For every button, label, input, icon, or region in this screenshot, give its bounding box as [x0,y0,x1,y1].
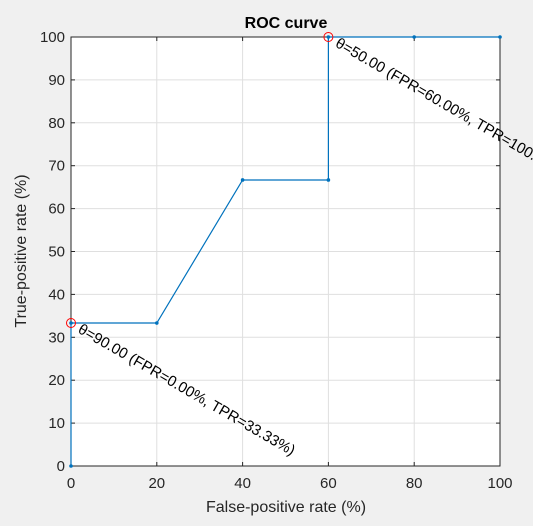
roc-point [327,35,331,39]
roc-point [327,178,331,182]
y-tick-label: 60 [48,201,65,218]
y-tick-label: 10 [48,415,65,432]
x-tick-label: 100 [487,475,512,492]
roc-point [69,464,73,468]
roc-point [498,35,502,39]
x-tick-label: 80 [406,475,423,492]
y-tick-label: 50 [48,244,65,261]
x-tick-label: 20 [148,475,165,492]
chart-title: ROC curve [245,15,328,32]
roc-point [412,35,416,39]
y-tick-label: 90 [48,72,65,89]
x-tick-label: 60 [320,475,337,492]
y-tick-label: 20 [48,372,65,389]
y-tick-label: 70 [48,158,65,175]
roc-point [241,178,245,182]
x-axis-label: False-positive rate (%) [206,499,366,516]
y-axis-label: True-positive rate (%) [13,174,30,327]
x-tick-label: 0 [67,475,75,492]
x-tick-label: 40 [234,475,251,492]
y-tick-label: 0 [57,458,65,475]
y-tick-label: 40 [48,286,65,303]
y-tick-label: 30 [48,329,65,346]
y-tick-label: 100 [40,29,65,46]
y-tick-label: 80 [48,115,65,132]
roc-point [69,321,73,325]
roc-point [155,321,159,325]
